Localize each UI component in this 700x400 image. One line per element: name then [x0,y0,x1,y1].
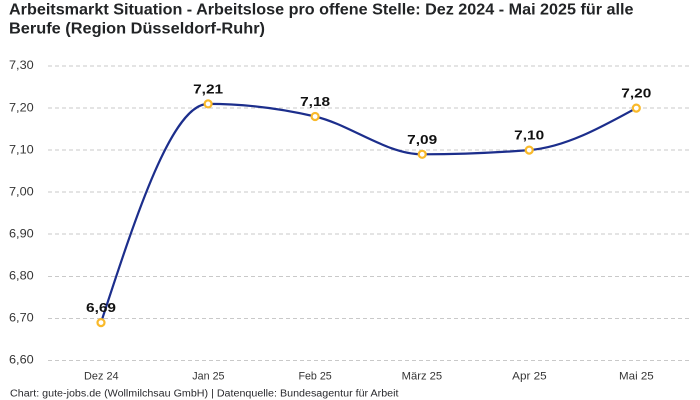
svg-text:7,10: 7,10 [514,128,544,143]
svg-text:7,20: 7,20 [9,102,34,114]
svg-text:6,60: 6,60 [9,355,34,367]
svg-text:7,09: 7,09 [407,132,437,147]
svg-text:7,18: 7,18 [300,94,330,109]
svg-text:7,00: 7,00 [9,186,34,198]
svg-text:6,70: 6,70 [9,313,34,325]
svg-text:Jan 25: Jan 25 [192,371,224,383]
svg-text:Berufe (Region Düsseldorf-Ruhr: Berufe (Region Düsseldorf-Ruhr) [9,21,265,38]
svg-text:6,80: 6,80 [9,271,34,283]
svg-text:7,30: 7,30 [9,60,34,72]
svg-text:7,20: 7,20 [621,86,651,101]
svg-text:Chart: gute-jobs.de (Wollmilch: Chart: gute-jobs.de (Wollmilchsau GmbH) … [10,389,399,400]
svg-text:Arbeitsmarkt Situation - Arbei: Arbeitsmarkt Situation - Arbeitslose pro… [9,1,634,18]
svg-text:Feb 25: Feb 25 [298,371,331,383]
svg-text:6,90: 6,90 [9,228,34,240]
svg-text:7,21: 7,21 [193,82,223,97]
svg-text:März 25: März 25 [402,371,443,383]
svg-text:Apr 25: Apr 25 [512,371,547,383]
svg-text:Dez 24: Dez 24 [84,371,119,383]
svg-text:7,10: 7,10 [9,144,34,156]
svg-text:Mai 25: Mai 25 [619,371,654,383]
svg-text:6,69: 6,69 [86,300,116,315]
